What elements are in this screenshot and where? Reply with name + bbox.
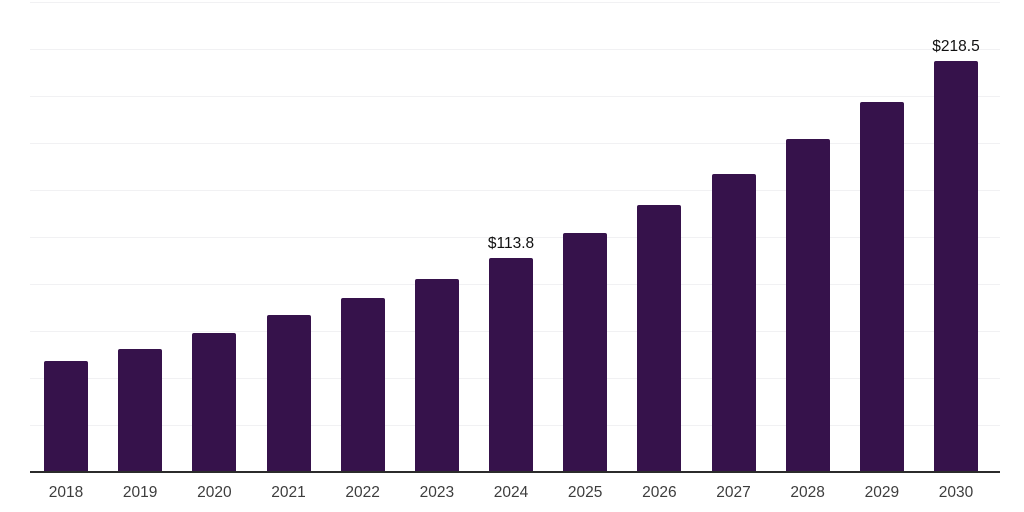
bar-2030 <box>934 61 978 472</box>
x-tick-label-2018: 2018 <box>48 484 84 501</box>
gridline <box>30 96 1000 97</box>
x-tick-label-2023: 2023 <box>419 484 455 501</box>
bar-2024 <box>489 258 533 472</box>
x-tick-label-2030: 2030 <box>938 484 974 501</box>
bar-2018 <box>44 361 88 472</box>
gridline <box>30 237 1000 238</box>
bar-2027 <box>711 174 756 472</box>
x-tick-label-2025: 2025 <box>567 484 603 501</box>
x-tick-label-2020: 2020 <box>197 484 232 501</box>
bar-2029 <box>859 101 904 472</box>
x-axis-line <box>30 471 1000 473</box>
bar-2021 <box>266 315 311 472</box>
gridline <box>30 49 1000 50</box>
x-tick-label-2022: 2022 <box>345 484 380 501</box>
x-tick-label-2026: 2026 <box>642 484 677 501</box>
bar-value-label-2030: $218.5 <box>932 38 980 56</box>
bar-2026 <box>637 205 682 472</box>
x-tick-label-2029: 2029 <box>864 484 900 501</box>
gridline <box>30 190 1000 191</box>
x-tick-label-2024: 2024 <box>493 484 529 501</box>
gridline <box>30 143 1000 144</box>
x-tick-label-2027: 2027 <box>716 484 751 501</box>
bar-2023 <box>414 279 459 472</box>
x-tick-label-2019: 2019 <box>122 484 158 501</box>
bar-2022 <box>340 298 385 472</box>
bar-value-label-2024: $113.8 <box>487 235 535 253</box>
x-tick-label-2028: 2028 <box>790 484 825 501</box>
bar-2019 <box>118 348 163 472</box>
bar-2020 <box>192 332 237 472</box>
bar-2028 <box>785 139 830 472</box>
x-tick-label-2021: 2021 <box>271 484 306 501</box>
gridline <box>30 2 1000 3</box>
bar-2025 <box>563 233 608 472</box>
